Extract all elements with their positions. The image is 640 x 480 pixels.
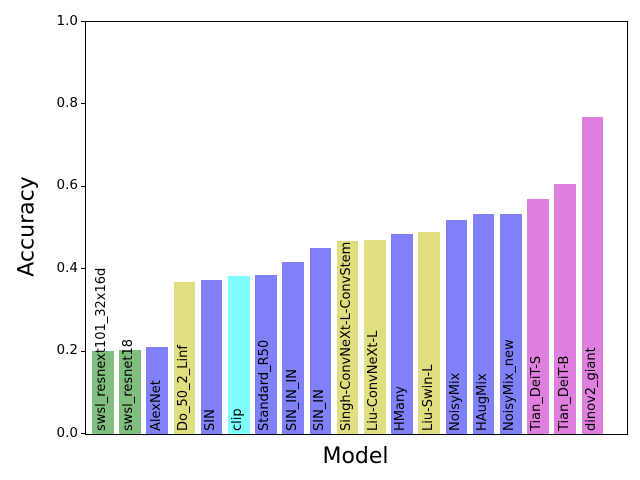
bar	[418, 231, 440, 434]
y-tick-label: 0.2	[56, 342, 78, 359]
y-tick-mark	[81, 103, 85, 105]
y-axis-label: Accuracy	[14, 176, 40, 277]
bar-label: swsl_resnet18	[121, 339, 137, 431]
bar	[255, 274, 277, 434]
bar	[391, 234, 413, 434]
bar	[336, 241, 359, 434]
bar-label: NoisyMix_new	[502, 339, 518, 431]
y-tick-label: 0.0	[56, 424, 78, 441]
bar	[309, 247, 332, 434]
bar	[527, 199, 549, 434]
bar	[173, 281, 196, 434]
bar-label: HMany	[393, 386, 409, 431]
bar-label: NoisyMix	[447, 372, 463, 431]
bar	[200, 280, 223, 434]
bar-label: SIN_IN	[311, 389, 327, 431]
y-tick-label: 0.8	[56, 94, 78, 111]
bar	[581, 116, 604, 434]
bar	[282, 262, 304, 434]
y-tick-label: 0.4	[56, 259, 78, 276]
bar	[472, 213, 495, 434]
plot-area: swsl_resnext101_32x16d swsl_resnet18 AlexN…	[85, 21, 628, 435]
bar	[146, 347, 168, 434]
bar-label: dinov2_giant	[583, 347, 599, 431]
bar	[554, 183, 576, 434]
bar	[119, 349, 141, 434]
bar-label: Tian_DeiT-S	[529, 355, 545, 431]
bar-label: Do_50_2_Linf	[175, 345, 191, 431]
bar-label: swsl_resnext101_32x16d	[94, 267, 110, 431]
bar-label: clip	[230, 408, 246, 431]
y-tick-label: 0.6	[56, 177, 78, 194]
bar-label: HAugMix	[475, 373, 491, 431]
bar-label: Singh-ConvNeXt-L-ConvStem	[339, 241, 355, 431]
bar-label: Liu-ConvNeXt-L	[366, 330, 382, 431]
y-tick-mark	[81, 350, 85, 352]
bar	[228, 275, 250, 434]
bar-label: AlexNet	[148, 380, 164, 431]
bar-label: Liu-Swin-L	[420, 364, 436, 431]
bar	[500, 213, 522, 434]
bar-label: SIN_IN_IN	[284, 369, 300, 431]
bar-label: SIN	[203, 409, 219, 431]
bar	[92, 350, 114, 434]
y-tick-label: 1.0	[56, 12, 78, 29]
y-tick-mark	[81, 433, 85, 434]
y-tick-mark	[81, 268, 85, 270]
y-tick-mark	[81, 185, 85, 187]
bar	[364, 239, 386, 434]
bar	[445, 219, 468, 434]
bar-label: Standard_R50	[257, 339, 273, 431]
x-axis-label: Model	[322, 444, 389, 469]
y-tick-mark	[81, 21, 85, 22]
bar-label: Tian_DeiT-B	[556, 355, 572, 431]
